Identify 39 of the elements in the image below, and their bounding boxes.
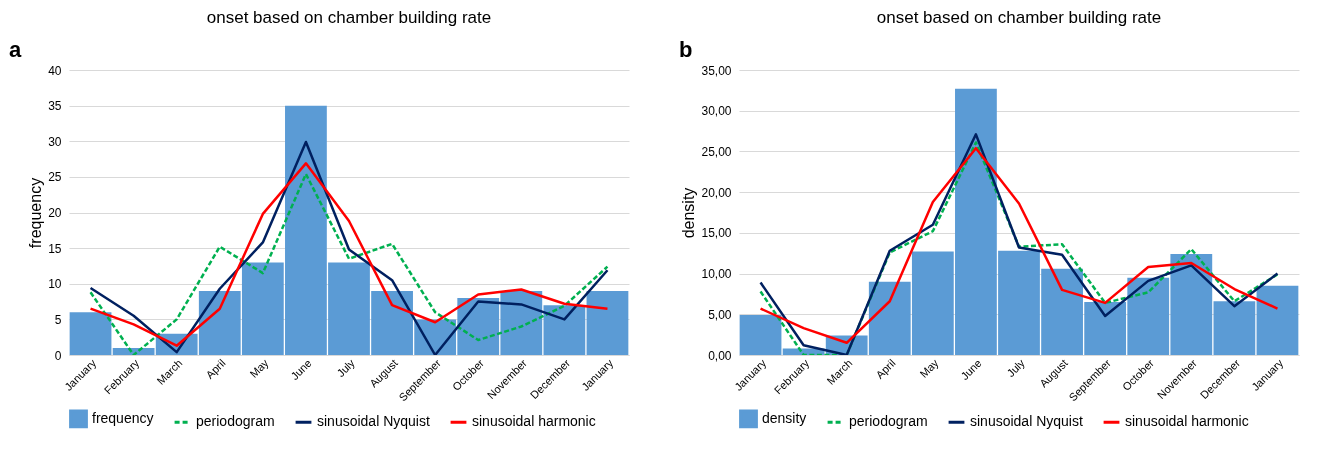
y-tick-label: 10,00 bbox=[701, 267, 732, 282]
bar bbox=[739, 315, 782, 355]
y-tick-label: 30 bbox=[48, 134, 62, 149]
text: b bbox=[679, 37, 693, 62]
bar bbox=[586, 290, 629, 355]
x-tick-label: July bbox=[1004, 356, 1028, 380]
y-tick-label: 20 bbox=[48, 206, 62, 220]
y-tick-label: 5,00 bbox=[708, 307, 732, 322]
y-tick-label: 5 bbox=[54, 312, 62, 327]
legend-label: sinusoidal harmonic bbox=[472, 413, 596, 430]
legend-label: sinusoidal Nyquist bbox=[317, 413, 430, 430]
chart-title: onset based on chamber building rate bbox=[206, 8, 492, 27]
x-tick-label: May bbox=[247, 356, 271, 380]
legend-label: sinusoidal harmonic bbox=[1125, 413, 1249, 430]
bar bbox=[1256, 285, 1299, 355]
x-tick-label: July bbox=[334, 356, 358, 380]
y-tick-label: 15 bbox=[48, 241, 62, 256]
legend-label: sinusoidal Nyquist bbox=[970, 413, 1083, 430]
chart-title: onset based on chamber building rate bbox=[876, 8, 1162, 27]
y-tick-label: 30,00 bbox=[701, 104, 732, 119]
y-tick-label: 40 bbox=[48, 63, 62, 78]
text: a bbox=[9, 37, 22, 62]
legend-label: density bbox=[762, 409, 807, 426]
y-tick-label: 0,00 bbox=[708, 348, 732, 363]
y-axis-title: frequency bbox=[27, 177, 45, 249]
bar bbox=[69, 312, 112, 355]
y-tick-label: 25,00 bbox=[701, 144, 732, 159]
y-tick-label: 15,00 bbox=[701, 226, 732, 241]
y-tick-label: 10 bbox=[48, 277, 62, 292]
y-tick-label: 20,00 bbox=[701, 185, 732, 200]
legend-label: periodogram bbox=[196, 413, 275, 430]
y-tick-label: 35,00 bbox=[701, 63, 732, 78]
x-tick-label: May bbox=[917, 356, 941, 380]
y-tick-label: 35 bbox=[48, 99, 62, 114]
y-axis-title: density bbox=[680, 187, 698, 239]
legend-label: periodogram bbox=[849, 413, 928, 430]
y-tick-label: 0 bbox=[54, 348, 62, 363]
y-tick-label: 25 bbox=[48, 170, 62, 185]
legend-label: frequency bbox=[92, 409, 154, 426]
